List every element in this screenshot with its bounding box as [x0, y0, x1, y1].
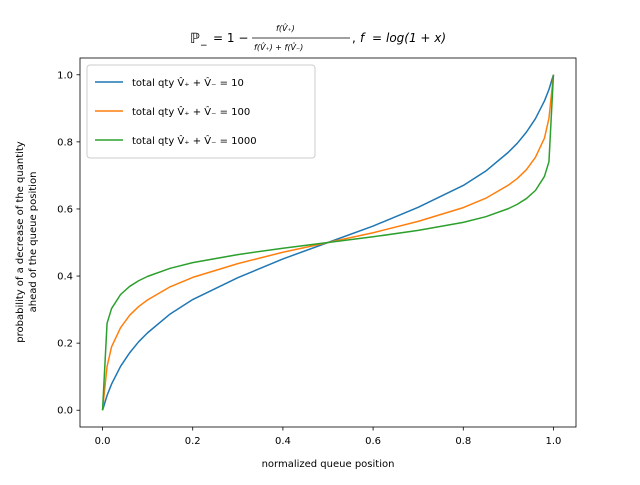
- legend: total qty V̂₊ + V̂₋ = 10 total qty V̂₊ + …: [86, 64, 316, 159]
- y-tick-label: 0.8: [57, 137, 73, 148]
- y-tick-label: 1.0: [57, 70, 73, 81]
- y-tick-label: 0.6: [57, 204, 73, 215]
- x-tick-label: 0.4: [275, 436, 291, 447]
- legend-label-2: total qty V̂₊ + V̂₋ = 100: [132, 105, 250, 118]
- svg-text:,: ,: [352, 31, 356, 45]
- svg-text:=: =: [372, 31, 382, 45]
- x-tick-label: 0.2: [185, 436, 201, 447]
- svg-text:f(V̂₊): f(V̂₊): [276, 23, 295, 33]
- y-axis-label: probability of a decrease of the quantit…: [15, 141, 39, 343]
- svg-text:−: −: [200, 41, 208, 51]
- x-tick-label: 0.6: [365, 436, 381, 447]
- legend-label-3: total qty V̂₊ + V̂₋ = 1000: [132, 134, 257, 147]
- x-tick-label: 0.0: [95, 436, 111, 447]
- y-axis-ticks: 0.0 0.2 0.4 0.6 0.8 1.0: [57, 70, 80, 417]
- series-line-3: [101, 74, 555, 411]
- svg-text:f(V̂₊) + f(V̂₋): f(V̂₊) + f(V̂₋): [254, 42, 303, 52]
- y-tick-label: 0.4: [57, 272, 73, 283]
- legend-box: [86, 64, 316, 159]
- x-axis-label: normalized queue position: [262, 459, 395, 470]
- x-axis-ticks: 0.0 0.2 0.4 0.6 0.8 1.0: [95, 427, 562, 447]
- y-axis-label-line-1: probability of a decrease of the quantit…: [15, 141, 26, 343]
- legend-entries: total qty V̂₊ + V̂₋ = 10 total qty V̂₊ + …: [95, 76, 257, 147]
- svg-text:ℙ: ℙ: [190, 31, 200, 47]
- svg-text:log(1 + x): log(1 + x): [386, 31, 446, 45]
- y-tick-label: 0.0: [57, 406, 73, 417]
- legend-label-1: total qty V̂₊ + V̂₋ = 10: [132, 76, 244, 89]
- y-axis-label-line-2: ahead of the queue position: [28, 172, 39, 313]
- x-tick-label: 1.0: [546, 436, 562, 447]
- y-tick-label: 0.2: [57, 339, 73, 350]
- svg-text:= 1 −: = 1 −: [213, 31, 248, 45]
- x-tick-label: 0.8: [455, 436, 471, 447]
- axes-frame: [79, 57, 577, 428]
- chart-title: ℙ − = 1 − f(V̂₊) f(V̂₊) + f(V̂₋) , f = l…: [190, 23, 446, 52]
- series-layer: [101, 74, 555, 411]
- svg-text:f: f: [360, 31, 366, 45]
